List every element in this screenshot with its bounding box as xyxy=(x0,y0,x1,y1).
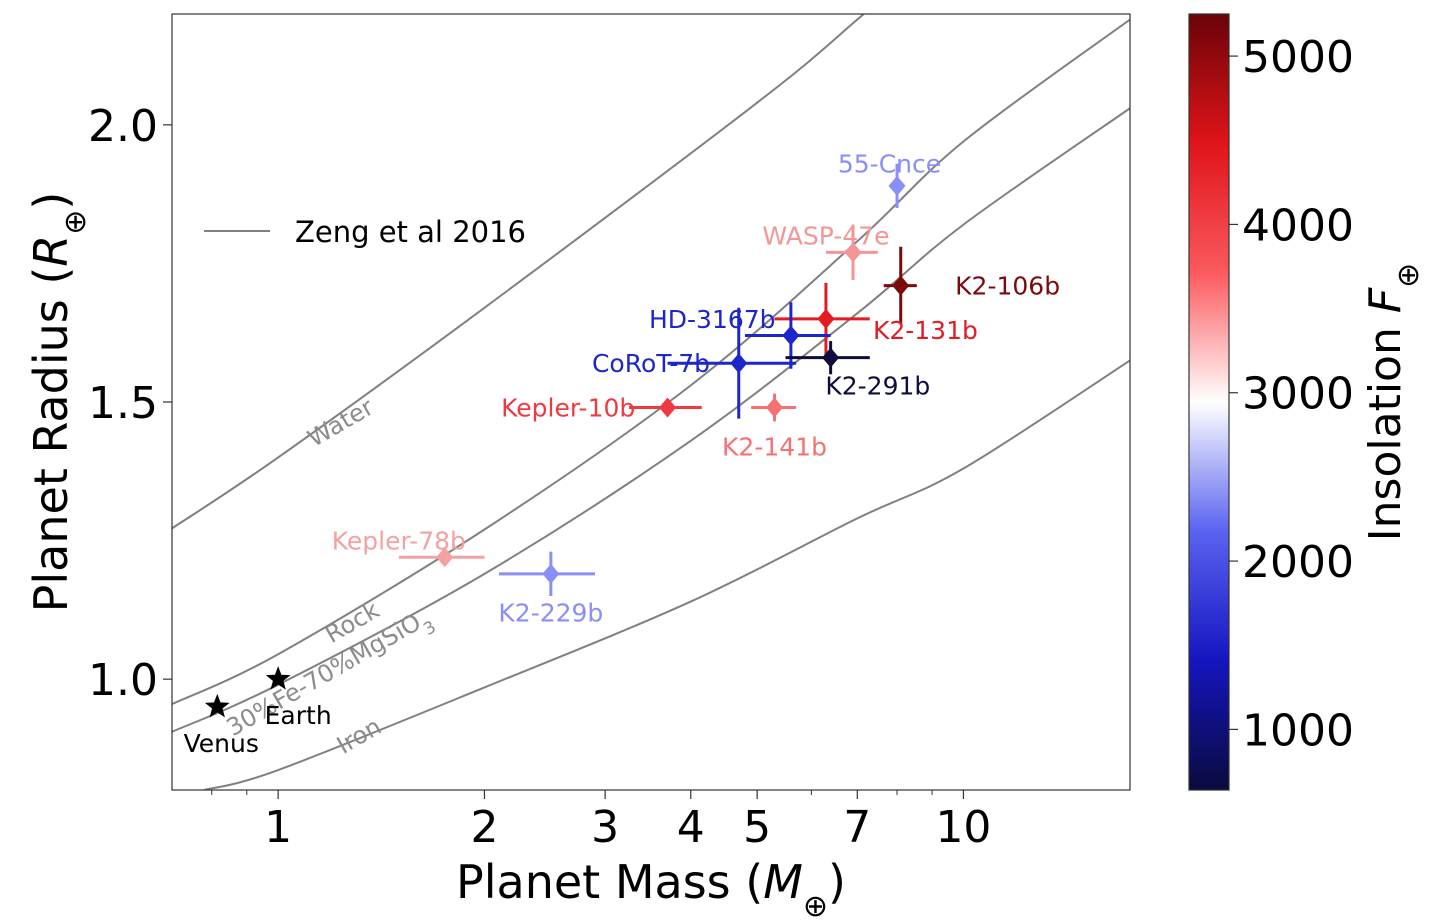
colorbar-label-text: Insolation xyxy=(1360,313,1411,541)
x-tick-label: 2 xyxy=(470,802,498,853)
x-tick-label: 10 xyxy=(935,802,991,853)
planet-label: K2-291b xyxy=(825,371,930,400)
planet-label: HD-3167b xyxy=(649,305,776,334)
planet-points: 55-Cnce WASP-47e K2-106b K2-131b HD-3167b K2-… xyxy=(332,150,1060,628)
colorbar-tick-label: 1000 xyxy=(1242,705,1354,756)
colorbar-symbol: F xyxy=(1360,287,1411,313)
legend-label: Zeng et al 2016 xyxy=(295,215,526,249)
x-tick-label: 3 xyxy=(591,802,619,853)
colorbar-tick-label: 2000 xyxy=(1242,537,1354,588)
planet-hd-3167b: HD-3167b xyxy=(649,302,831,369)
reference-venus: Venus xyxy=(184,693,259,758)
model-curve-iron xyxy=(203,359,1130,790)
model-label-subscript: 3 xyxy=(420,617,439,640)
colorbar-tick-label: 3000 xyxy=(1242,369,1354,420)
x-axis-label-text: Planet Mass ( xyxy=(456,855,763,909)
planet-corot-7b: CoRoT-7b xyxy=(592,307,797,419)
model-curve-rock xyxy=(172,18,1130,705)
axis-subscript: ⊕ xyxy=(58,210,93,235)
y-tick-label: 1.0 xyxy=(88,655,158,706)
model-curves xyxy=(172,14,1130,790)
planet-k2-131b: K2-131b xyxy=(774,282,978,355)
axis-label-tail: ) xyxy=(24,192,78,210)
colorbar-tick-label: 4000 xyxy=(1242,200,1354,251)
planet-label: CoRoT-7b xyxy=(592,349,710,378)
colorbar-tick-label: 5000 xyxy=(1242,32,1354,83)
planet-k2-229b: K2-229b xyxy=(498,551,603,628)
planet-k2-106b: K2-106b xyxy=(883,246,1060,325)
y-tick-label: 2.0 xyxy=(88,101,158,152)
y-tick-label: 1.5 xyxy=(88,378,158,429)
x-tick-label: 5 xyxy=(743,802,771,853)
planet-kepler-10b: Kepler-10b xyxy=(501,394,702,423)
planet-k2-141b: K2-141b xyxy=(722,393,827,461)
planet-wasp-47e: WASP-47e xyxy=(762,222,889,281)
planet-marker xyxy=(542,563,560,584)
planet-marker xyxy=(892,275,910,296)
planet-marker xyxy=(659,397,677,418)
axis-symbol: R xyxy=(24,235,78,267)
colorbar: 1000 2000 3000 4000 5000 xyxy=(1188,13,1354,791)
axis-subscript: ⊕ xyxy=(803,889,828,921)
axis-label-tail: ) xyxy=(828,855,846,909)
planet-label: K2-229b xyxy=(498,599,603,628)
model-curve-water xyxy=(172,14,866,530)
reference-earth: Earth xyxy=(265,666,332,730)
star-marker xyxy=(265,666,291,690)
colorbar-gradient xyxy=(1188,13,1230,791)
planet-55-cnce: 55-Cnce xyxy=(838,150,941,208)
axis-symbol: M xyxy=(763,855,803,909)
planet-label: 55-Cnce xyxy=(838,150,941,179)
planet-label: K2-131b xyxy=(873,316,978,345)
x-axis-label: Planet Mass (M⊕) xyxy=(456,855,846,921)
legend: Zeng et al 2016 xyxy=(204,215,526,249)
planet-marker xyxy=(822,347,840,368)
model-label: Iron xyxy=(332,712,386,759)
planet-kepler-78b: Kepler-78b xyxy=(332,527,485,568)
model-curve-30-fe-70-mgsio3 xyxy=(172,107,1130,733)
y-axis-label: Planet Radius (R⊕) xyxy=(24,192,93,613)
planet-label: Kepler-78b xyxy=(332,527,466,556)
planet-marker xyxy=(888,175,906,196)
planet-marker xyxy=(844,242,862,263)
planet-marker xyxy=(817,308,835,329)
reference-label: Earth xyxy=(265,701,332,730)
colorbar-label: Insolation F⊕ xyxy=(1360,263,1426,542)
x-tick-label: 4 xyxy=(677,802,705,853)
planet-label: K2-141b xyxy=(722,432,827,461)
planet-marker xyxy=(730,353,748,374)
star-marker xyxy=(204,693,230,718)
planet-marker xyxy=(765,397,783,418)
planet-label: Kepler-10b xyxy=(501,394,635,423)
y-axis: 1.0 1.5 2.0 xyxy=(88,101,172,706)
x-tick-label: 7 xyxy=(843,802,871,853)
planet-label: K2-106b xyxy=(955,272,1060,301)
planet-k2-291b: K2-291b xyxy=(785,341,930,400)
planet-marker xyxy=(782,325,800,346)
planet-marker xyxy=(436,547,454,568)
y-axis-label-text: Planet Radius ( xyxy=(24,267,78,613)
colorbar-subscript: ⊕ xyxy=(1391,263,1426,288)
reference-label: Venus xyxy=(184,729,259,758)
x-tick-label: 1 xyxy=(264,802,292,853)
model-label: Water xyxy=(303,393,379,453)
x-axis: 1 2 3 4 5 7 10 xyxy=(211,790,991,853)
planet-label: WASP-47e xyxy=(762,222,889,251)
